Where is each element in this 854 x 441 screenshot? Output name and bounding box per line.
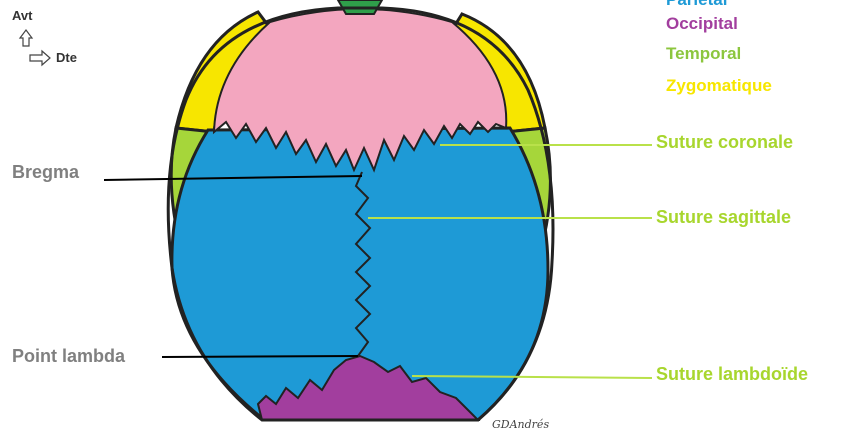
arrow-up-icon bbox=[18, 29, 34, 47]
arrow-right-icon bbox=[29, 49, 51, 67]
lambdoid-pointer bbox=[411, 375, 653, 379]
lambda-label: Point lambda bbox=[12, 346, 126, 366]
signature: GDAndrés bbox=[492, 418, 549, 431]
bregma-pointer bbox=[103, 175, 363, 181]
orientation-arrows bbox=[18, 29, 51, 67]
front-label: Avt bbox=[12, 8, 33, 23]
lambda-pointer bbox=[161, 355, 359, 358]
occipital-bone bbox=[256, 354, 481, 421]
right-label: Dte bbox=[56, 50, 77, 65]
skull-outline bbox=[166, 6, 555, 422]
legend-occipital: Occipital bbox=[666, 14, 738, 33]
bregma-label: Bregma bbox=[12, 162, 80, 182]
legend-parietal: Pariétal bbox=[666, 0, 727, 10]
sagittal-suture bbox=[354, 171, 372, 357]
sagittal-suture-label: Suture sagittale bbox=[656, 207, 792, 227]
coronal-suture-label: Suture coronale bbox=[656, 132, 794, 152]
frontal-bone bbox=[212, 8, 508, 173]
legend-zygomatic: Zygomatique bbox=[666, 76, 772, 95]
legend-temporal: Temporal bbox=[666, 44, 742, 63]
lambdoid-suture-label: Suture lambdoïde bbox=[656, 364, 809, 384]
